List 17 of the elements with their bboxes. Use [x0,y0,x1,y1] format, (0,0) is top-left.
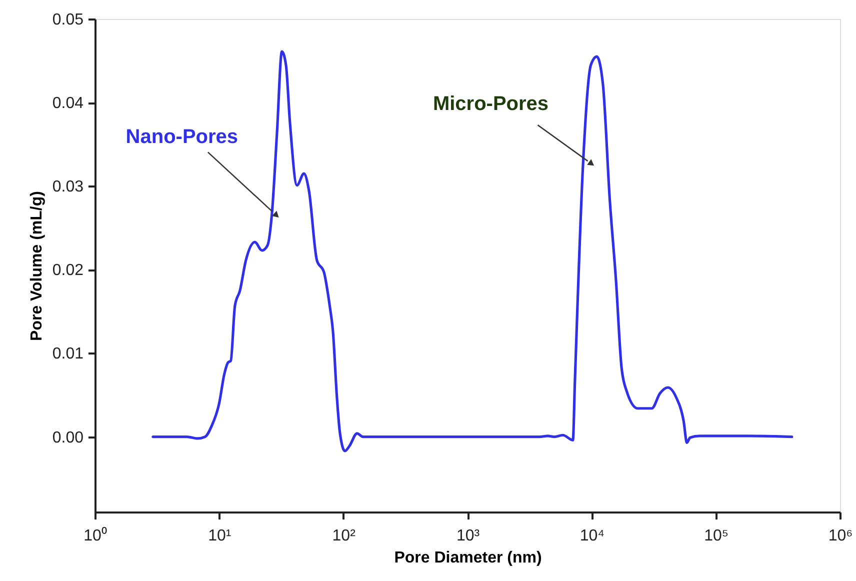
y-tick-label: 0.05 [52,12,84,28]
y-tick-label: 0.01 [52,346,84,363]
x-tick-label: 10⁰ [84,526,108,544]
y-axis-title: Pore Volume (mL/g) [28,191,46,341]
y-tick-label: 0.04 [52,95,84,112]
annotation: Nano-Pores [126,126,238,148]
y-tick-label: 0.03 [52,178,84,196]
annotation: Micro-Pores [432,93,549,116]
x-tick-label: 10⁴ [580,528,605,544]
x-tick-label: 10¹ [208,528,232,544]
y-tick-label: 0.00 [52,429,84,446]
y-tick-label: 0.02 [52,262,84,280]
x-tick-label: 10⁶ [828,528,853,544]
x-tick-label: 10² [332,528,356,544]
x-tick-label: 10⁵ [704,528,729,544]
x-axis-title: Pore Diameter (nm) [394,550,542,566]
x-tick-label: 10³ [456,528,480,544]
